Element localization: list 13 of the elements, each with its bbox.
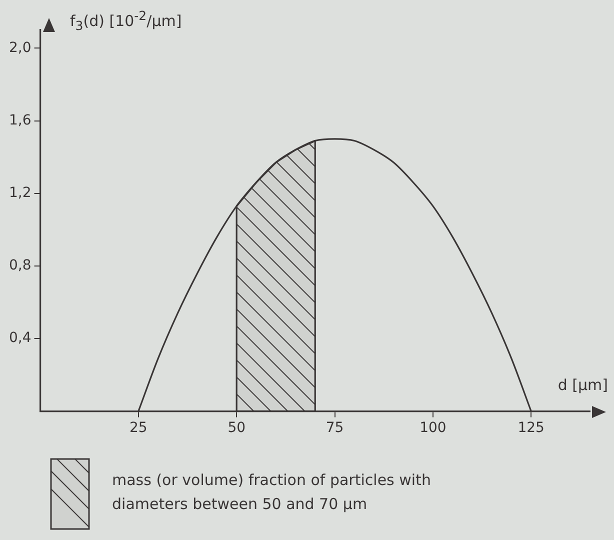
y-tick-label: 1,6 [9, 112, 32, 128]
y-tick-label: 0,8 [9, 258, 32, 274]
x-axis-title: d [µm] [558, 376, 608, 394]
y-tick-label: 1,2 [9, 185, 32, 202]
text: mass (or volume) fraction of particles with diameters between 50 and 70 µm [112, 470, 432, 515]
x-tick-label: 125 [518, 420, 544, 436]
y-tick-label: 0,4 [9, 330, 32, 346]
x-tick-label: 50 [228, 420, 246, 436]
x-tick-label: 100 [420, 420, 446, 436]
x-tick-label: 25 [130, 420, 148, 436]
y-tick-label: 2,0 [9, 40, 32, 56]
y-axis-title: f$_{3}$(d) [10$^{-2}$/µm] [70, 8, 182, 33]
x-tick-label: 75 [326, 420, 344, 436]
